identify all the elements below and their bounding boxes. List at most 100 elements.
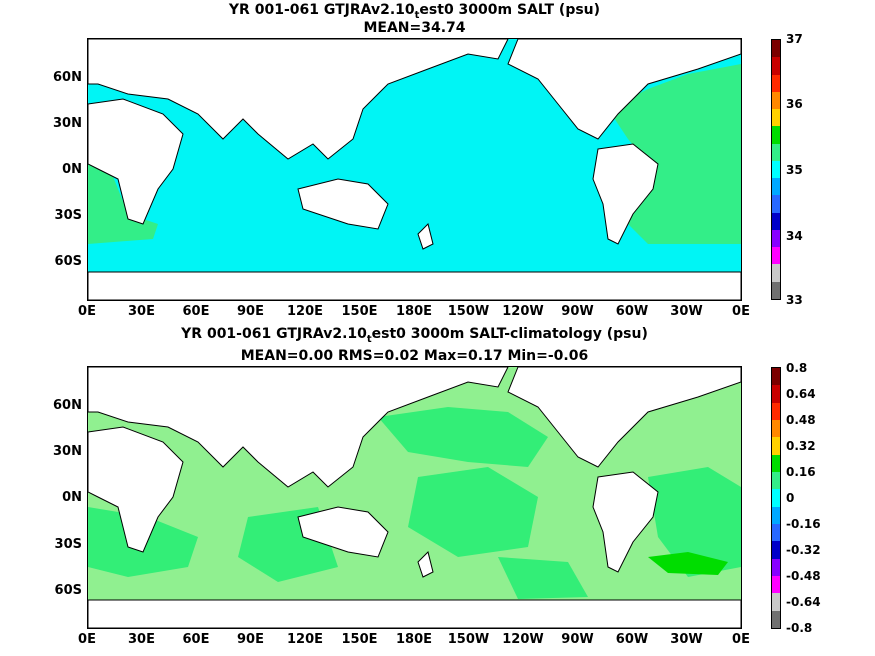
bottom-map — [87, 366, 742, 629]
bottom-xtick: 30W — [670, 632, 703, 647]
top-xtick: 120W — [502, 304, 544, 319]
bottom-xtick: 90W — [561, 632, 594, 647]
anomaly-patch — [498, 557, 588, 599]
colorbar-segment — [772, 593, 780, 611]
colorbar-segment — [772, 437, 780, 455]
colorbar-segment — [772, 160, 780, 179]
bottom-cbar-label: -0.8 — [786, 621, 813, 635]
top-xtick: 60E — [182, 304, 210, 319]
colorbar-segment — [772, 212, 780, 230]
top-xtick: 180E — [395, 304, 433, 319]
south-america-land — [592, 143, 659, 245]
top-xtick: 30W — [670, 304, 703, 319]
bottom-ytick-30s: 30S — [54, 537, 82, 552]
top-cbar-label: 34 — [786, 229, 803, 243]
colorbar-segment — [772, 489, 780, 507]
antarctica-land — [88, 599, 741, 628]
colorbar-segment — [772, 368, 780, 386]
colorbar-segment — [772, 610, 780, 628]
colorbar-segment — [772, 143, 780, 161]
bottom-colorbar — [771, 367, 781, 629]
colorbar-segment — [772, 91, 780, 110]
top-xtick: 30E — [128, 304, 155, 319]
bottom-title: YR 001-061 GTJRAv2.10test0 3000m SALT-cl… — [181, 326, 648, 345]
colorbar-segment — [772, 74, 780, 92]
top-cbar-label: 37 — [786, 32, 803, 46]
bottom-xtick: 0E — [78, 632, 96, 647]
eurasia-land — [88, 367, 509, 488]
colorbar-segment — [772, 454, 780, 472]
top-xtick: 150E — [341, 304, 378, 319]
colorbar-segment — [772, 195, 780, 213]
top-xtick: 120E — [286, 304, 324, 319]
top-colorbar — [771, 39, 781, 300]
top-xtick: 90W — [561, 304, 594, 319]
bottom-xtick: 0E — [732, 632, 750, 647]
bottom-ytick-60s: 60S — [54, 583, 82, 598]
australia-land — [297, 178, 389, 230]
top-cbar-label: 33 — [786, 293, 803, 307]
colorbar-segment — [772, 558, 780, 576]
bottom-cbar-label: -0.48 — [786, 569, 821, 583]
bottom-cbar-label: -0.64 — [786, 595, 821, 609]
bottom-xtick: 120E — [286, 632, 324, 647]
bottom-ytick-30n: 30N — [53, 444, 82, 459]
colorbar-segment — [772, 541, 780, 559]
bottom-subtitle: MEAN=0.00 RMS=0.02 Max=0.17 Min=-0.06 — [240, 348, 589, 364]
bottom-cbar-label: 0 — [786, 491, 795, 505]
top-subtitle: MEAN=34.74 — [363, 20, 466, 36]
bottom-xtick: 30E — [128, 632, 155, 647]
top-ytick-0n: 0N — [62, 162, 82, 177]
eurasia-land — [88, 39, 509, 160]
bottom-xtick: 150E — [341, 632, 378, 647]
anomaly-patch — [378, 407, 548, 467]
antarctica-land — [88, 271, 741, 300]
top-ytick-30s: 30S — [54, 208, 82, 223]
top-map — [87, 38, 742, 301]
bottom-cbar-label: 0.32 — [786, 439, 816, 453]
australia-land — [297, 506, 389, 558]
bottom-xtick: 180E — [395, 632, 433, 647]
top-land — [88, 39, 741, 300]
bottom-cbar-label: 0.64 — [786, 387, 816, 401]
colorbar-segment — [772, 402, 780, 420]
colorbar-segment — [772, 385, 780, 403]
colorbar-segment — [772, 57, 780, 75]
top-xtick: 150W — [447, 304, 490, 319]
bottom-land — [88, 367, 741, 628]
bottom-xtick: 150W — [447, 632, 490, 647]
colorbar-segment — [772, 126, 780, 144]
bottom-strong-anomaly — [648, 552, 728, 575]
bottom-cbar-label: -0.16 — [786, 517, 821, 531]
south-america-land — [592, 471, 659, 573]
colorbar-segment — [772, 229, 780, 248]
colorbar-segment — [772, 523, 780, 542]
colorbar-segment — [772, 109, 780, 127]
bottom-xtick: 120W — [502, 632, 544, 647]
north-america-land — [507, 39, 741, 140]
bottom-cbar-label: 0.16 — [786, 465, 816, 479]
colorbar-segment — [772, 575, 780, 594]
colorbar-segment — [772, 471, 780, 490]
colorbar-segment — [772, 281, 780, 299]
top-ytick-60s: 60S — [54, 254, 82, 269]
africa-land — [88, 426, 184, 553]
bottom-cbar-label: 0.48 — [786, 413, 816, 427]
top-ytick-60n: 60N — [53, 70, 82, 85]
bottom-xtick: 60E — [182, 632, 210, 647]
colorbar-segment — [772, 419, 780, 438]
top-xtick: 90E — [237, 304, 264, 319]
colorbar-segment — [772, 264, 780, 282]
colorbar-segment — [772, 506, 780, 524]
top-title: YR 001-061 GTJRAv2.10test0 3000m SALT (p… — [228, 2, 601, 21]
colorbar-segment — [772, 178, 780, 196]
new-zealand-land — [417, 223, 434, 250]
africa-land — [88, 98, 184, 225]
top-ytick-30n: 30N — [53, 116, 82, 131]
bottom-xtick: 60W — [615, 632, 649, 647]
bottom-ytick-0n: 0N — [62, 490, 82, 505]
top-cbar-label: 36 — [786, 97, 803, 111]
bottom-cbar-label: -0.32 — [786, 543, 821, 557]
north-america-land — [507, 367, 741, 468]
new-zealand-land — [417, 551, 434, 578]
